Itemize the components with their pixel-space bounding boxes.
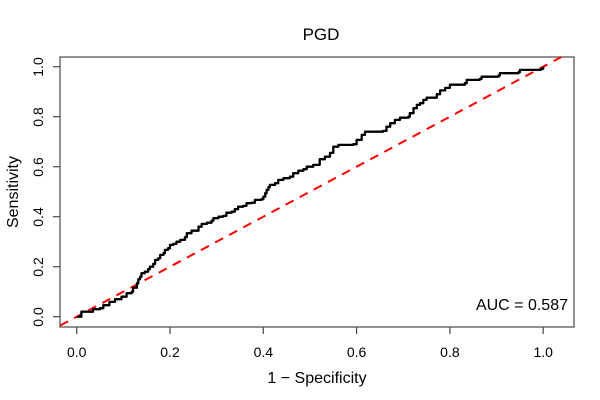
roc-curve xyxy=(76,66,545,318)
chart-title: PGD xyxy=(302,25,340,44)
auc-annotation: AUC = 0.587 xyxy=(475,297,568,314)
plot-box xyxy=(59,56,575,328)
y-tick-label: 1.0 xyxy=(30,56,46,77)
x-tick-label: 0.4 xyxy=(253,344,274,360)
y-tick-label: 0.4 xyxy=(30,206,46,227)
x-tick-label: 0.6 xyxy=(346,344,367,360)
x-tick-label: 0.2 xyxy=(160,344,180,360)
x-axis-label: 1 − Specificity xyxy=(267,370,367,387)
x-tick-label: 0.0 xyxy=(66,344,87,360)
y-axis-label: Sensitivity xyxy=(5,155,22,229)
chance-line xyxy=(59,56,562,327)
x-tick-label: 0.8 xyxy=(440,344,460,360)
x-tick-label: 1.0 xyxy=(533,344,553,360)
y-tick-label: 0.6 xyxy=(30,156,46,177)
y-tick-label: 0.2 xyxy=(30,256,46,277)
y-tick-label: 0.8 xyxy=(30,106,46,127)
y-tick-label: 0.0 xyxy=(30,306,46,327)
